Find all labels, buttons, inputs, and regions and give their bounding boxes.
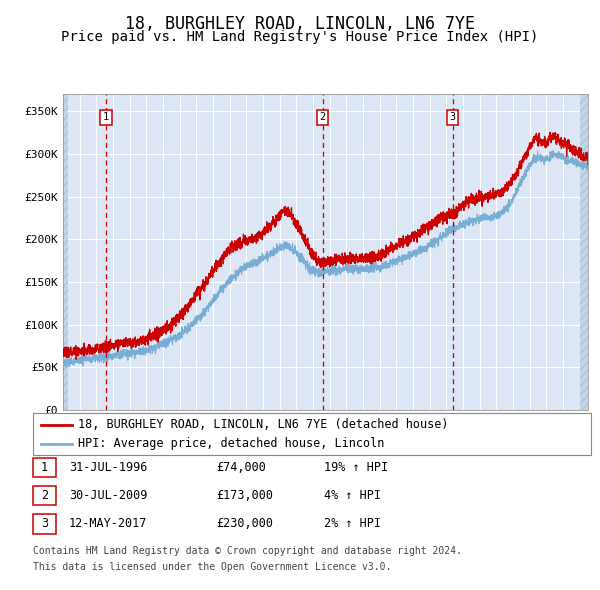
Text: 2: 2 [320, 113, 326, 123]
Text: 3: 3 [449, 113, 455, 123]
Text: This data is licensed under the Open Government Licence v3.0.: This data is licensed under the Open Gov… [33, 562, 391, 572]
Text: HPI: Average price, detached house, Lincoln: HPI: Average price, detached house, Linc… [78, 437, 385, 450]
Text: £74,000: £74,000 [216, 461, 266, 474]
Text: 3: 3 [41, 517, 48, 530]
Text: 18, BURGHLEY ROAD, LINCOLN, LN6 7YE (detached house): 18, BURGHLEY ROAD, LINCOLN, LN6 7YE (det… [78, 418, 449, 431]
Text: Contains HM Land Registry data © Crown copyright and database right 2024.: Contains HM Land Registry data © Crown c… [33, 546, 462, 556]
Text: 30-JUL-2009: 30-JUL-2009 [69, 489, 148, 502]
Text: 31-JUL-1996: 31-JUL-1996 [69, 461, 148, 474]
Text: Price paid vs. HM Land Registry's House Price Index (HPI): Price paid vs. HM Land Registry's House … [61, 30, 539, 44]
Text: £173,000: £173,000 [216, 489, 273, 502]
Text: 2: 2 [41, 489, 48, 502]
Text: 4% ↑ HPI: 4% ↑ HPI [324, 489, 381, 502]
Bar [63, 94, 68, 410]
Bar [580, 94, 590, 410]
Text: 18, BURGHLEY ROAD, LINCOLN, LN6 7YE: 18, BURGHLEY ROAD, LINCOLN, LN6 7YE [125, 15, 475, 34]
Text: 1: 1 [41, 461, 48, 474]
Text: 19% ↑ HPI: 19% ↑ HPI [324, 461, 388, 474]
Text: 1: 1 [103, 113, 109, 123]
Text: £230,000: £230,000 [216, 517, 273, 530]
Text: 12-MAY-2017: 12-MAY-2017 [69, 517, 148, 530]
Text: 2% ↑ HPI: 2% ↑ HPI [324, 517, 381, 530]
